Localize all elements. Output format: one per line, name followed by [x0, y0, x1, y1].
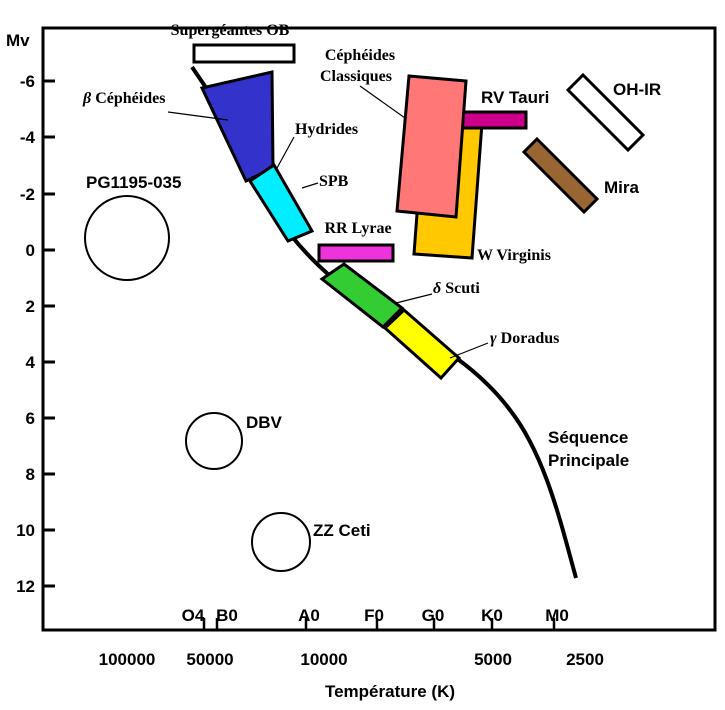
beta-cepheides-leader — [167, 111, 229, 121]
cepheides-classiques-label: Céphéides — [325, 47, 395, 64]
spb-label: SPB — [319, 173, 349, 190]
dbv-circle — [185, 412, 243, 470]
zz-ceti-label: ZZ Ceti — [313, 521, 371, 540]
hydrides-label: Hydrides — [295, 121, 358, 138]
x-axis-title: Température (K) — [325, 682, 455, 701]
spb-leader — [301, 182, 319, 189]
gamma-doradus-leader — [449, 342, 489, 359]
dbv-label: DBV — [246, 413, 283, 432]
y-tick-label: -4 — [20, 128, 36, 147]
supergeantes-ob-label: Supergéantes OB — [171, 22, 290, 39]
w-virginis-label: W Virginis — [477, 247, 551, 264]
y-tick-label: -6 — [20, 72, 35, 91]
rr-lyrae-box — [317, 243, 395, 263]
oh-ir-region — [565, 72, 646, 153]
y-tick-label: 6 — [26, 409, 35, 428]
spectral-label: B0 — [216, 606, 238, 625]
y-tick-label: 4 — [26, 353, 36, 372]
y-tick-label: 10 — [16, 521, 35, 540]
delta-scuti-region — [319, 262, 405, 330]
spectral-label: G0 — [422, 606, 445, 625]
pg1195-circle — [84, 195, 170, 281]
beta-cepheides-label: β Céphéides — [82, 90, 165, 107]
delta-scuti-leader — [395, 293, 433, 304]
spectral-label: F0 — [364, 606, 384, 625]
cepheides-classiques-region — [395, 74, 468, 219]
gamma-doradus-label: γ Doradus — [490, 330, 559, 347]
cepheides-classiques-leader — [359, 85, 406, 119]
temperature-label: 10000 — [300, 650, 347, 669]
main-sequence-label: Séquence — [548, 428, 628, 447]
spectral-label: K0 — [481, 606, 503, 625]
mira-region — [521, 136, 600, 215]
y-tick-label: -2 — [20, 185, 35, 204]
rv-tauri-label: RV Tauri — [481, 88, 549, 107]
temperature-label: 5000 — [474, 650, 512, 669]
supergeantes-ob-box — [192, 43, 296, 64]
gamma-doradus-region — [382, 307, 462, 381]
cepheides-classiques-label: Classiques — [320, 68, 392, 85]
y-tick-label: 0 — [26, 241, 35, 260]
spb-region — [247, 162, 315, 243]
mira-label: Mira — [604, 178, 640, 197]
y-axis-label: Mv — [6, 31, 30, 50]
rr-lyrae-label: RR Lyrae — [324, 220, 391, 237]
zz-ceti-circle — [251, 512, 311, 572]
y-tick-label: 8 — [26, 465, 35, 484]
pg1195-label: PG1195-035 — [86, 173, 181, 192]
temperature-axis: 100000 50000 10000 5000 2500 — [99, 650, 604, 669]
y-tick-label: 12 — [16, 577, 35, 596]
main-sequence-label: Principale — [548, 451, 629, 470]
delta-scuti-label: δ Scuti — [433, 280, 480, 297]
rv-tauri-box — [458, 110, 528, 130]
spectral-label: A0 — [298, 606, 320, 625]
spectral-label: M0 — [545, 606, 569, 625]
y-tick-label: 2 — [26, 297, 35, 316]
temperature-label: 50000 — [186, 650, 233, 669]
y-axis: -6 -4 -2 0 2 4 6 8 10 12 — [16, 72, 55, 596]
spectral-axis: O4 B0 A0 F0 G0 K0 M0 — [182, 606, 569, 630]
temperature-label: 2500 — [566, 650, 604, 669]
oh-ir-label: OH-IR — [613, 80, 661, 99]
temperature-label: 100000 — [99, 650, 156, 669]
plot-frame — [41, 26, 717, 632]
spectral-label: O4 — [182, 606, 205, 625]
